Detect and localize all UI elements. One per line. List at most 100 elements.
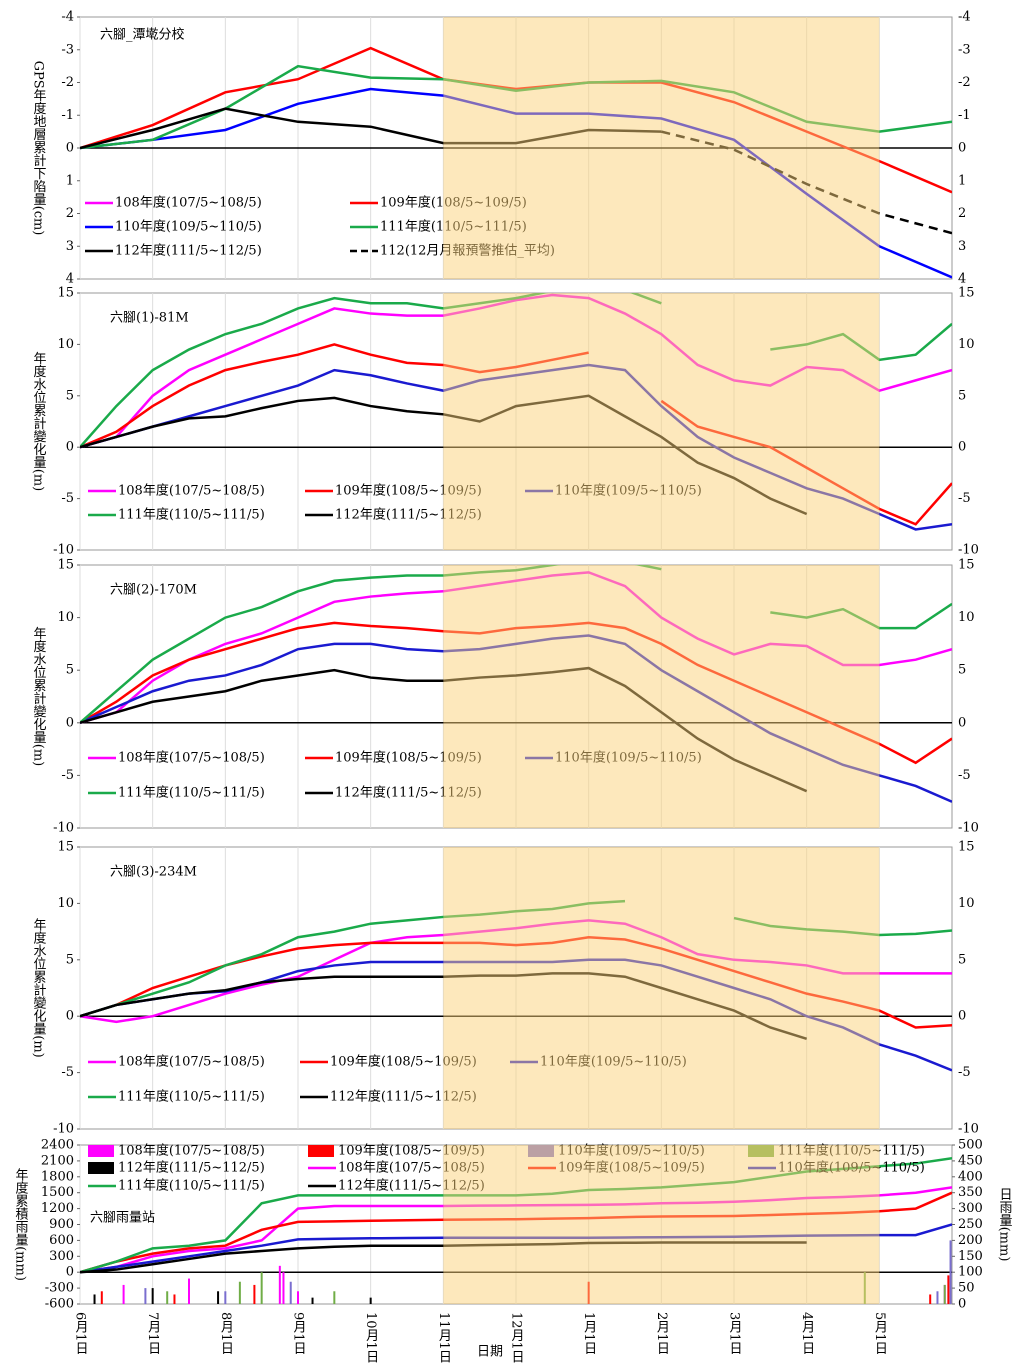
y-tick-label: 2100 — [41, 1153, 74, 1168]
x-tick-label: 10月1日 — [363, 1312, 379, 1363]
y-tick-label-right: -2 — [958, 75, 971, 90]
y-tick-label-right: 10 — [958, 610, 975, 625]
rain-bar — [224, 1291, 227, 1304]
rain-bar — [936, 1291, 939, 1304]
legend-label: 108年度(107/5~108/5) — [118, 1054, 265, 1070]
panel-title: 六腳(3)-234M — [110, 865, 197, 880]
y-tick-label: 5 — [66, 952, 74, 967]
y-tick-label-right: 4 — [958, 272, 966, 287]
y2-tick-label: 150 — [958, 1249, 983, 1264]
y-tick-label-right: 3 — [958, 239, 966, 254]
y-axis-title: GPS年度地層累計下陷量(cm) — [31, 61, 47, 236]
y2-axis-title: 日雨量(mm) — [997, 1188, 1013, 1262]
y-tick-label-right: -10 — [958, 543, 979, 558]
y-tick-label-right: -1 — [958, 108, 971, 123]
shaded-period — [443, 293, 880, 550]
y-tick-label-right: 1 — [958, 173, 966, 188]
rain-bar — [311, 1297, 314, 1304]
legend-swatch — [88, 1145, 114, 1157]
rain-bar — [188, 1278, 190, 1304]
y-tick-label: 15 — [57, 558, 74, 573]
y-tick-label: -10 — [53, 543, 74, 558]
y-tick-label: 5 — [66, 663, 74, 678]
y-tick-label: 600 — [49, 1233, 74, 1248]
y-tick-label-right: 15 — [958, 286, 975, 301]
y-tick-label: 1 — [66, 173, 74, 188]
rain-bar — [278, 1265, 281, 1304]
legend-label: 108年度(107/5~108/5) — [115, 195, 262, 211]
rain-bar — [144, 1288, 147, 1304]
y-tick-label-right: 15 — [958, 840, 975, 855]
x-tick-label: 2月1日 — [654, 1312, 670, 1355]
legend-label: 111年度(110/5~111/5) — [118, 507, 265, 523]
y-tick-label: -10 — [53, 821, 74, 836]
y-tick-label: 0 — [66, 440, 74, 455]
x-tick-label: 3月1日 — [727, 1312, 743, 1355]
x-tick-label: 8月1日 — [218, 1312, 234, 1355]
legend-label: 111年度(110/5~111/5) — [118, 1178, 265, 1194]
y-tick-label: 300 — [49, 1249, 74, 1264]
y-tick-label: -300 — [45, 1281, 74, 1296]
rain-bar — [333, 1291, 336, 1304]
y-tick-label-right: 2 — [958, 206, 966, 221]
y-tick-label: -3 — [61, 42, 74, 57]
y-tick-label-right: 5 — [958, 388, 966, 403]
y-tick-label: 15 — [57, 840, 74, 855]
legend-label: 112年度(111/5~112/5) — [115, 243, 262, 259]
y-axis-title: 年度水位累計變化量(m) — [31, 918, 47, 1057]
y-tick-label: -4 — [61, 10, 74, 25]
y-axis-title: 年度水位累計變化量(m) — [31, 627, 47, 766]
legend-swatch — [308, 1145, 334, 1157]
x-tick-label: 11月1日 — [436, 1312, 452, 1363]
x-tick-label: 9月1日 — [291, 1312, 307, 1355]
rain-bar — [238, 1281, 241, 1304]
shaded-period — [443, 17, 880, 279]
y-axis-title: 年度累積雨量(mm) — [13, 1168, 29, 1281]
y-tick-label-right: -5 — [958, 491, 971, 506]
y-tick-label-right: 10 — [958, 896, 975, 911]
panel-title: 六腳_潭墘分校 — [100, 27, 185, 43]
y-tick-label: 10 — [57, 337, 74, 352]
y-tick-label: 0 — [66, 1265, 74, 1280]
y2-tick-label: 450 — [958, 1153, 983, 1168]
y-tick-label: -5 — [61, 1065, 74, 1080]
y-tick-label: -10 — [53, 1122, 74, 1137]
y-tick-label: 900 — [49, 1217, 74, 1232]
panel-title: 六腳雨量站 — [90, 1211, 155, 1226]
y-tick-label: 10 — [57, 896, 74, 911]
x-tick-label: 6月1日 — [73, 1312, 89, 1355]
y2-tick-label: 350 — [958, 1185, 983, 1200]
y-tick-label: 0 — [66, 141, 74, 156]
rain-bar — [949, 1240, 952, 1304]
y2-tick-label: 300 — [958, 1201, 983, 1216]
y-tick-label-right: -5 — [958, 1065, 971, 1080]
y-tick-label-right: -10 — [958, 1122, 979, 1137]
x-axis-title: 日期 — [477, 1345, 503, 1360]
y-tick-label-right: -4 — [958, 10, 971, 25]
x-tick-label: 12月1日 — [509, 1312, 525, 1363]
y-tick-label-right: -3 — [958, 42, 971, 57]
x-tick-label: 1月1日 — [581, 1312, 597, 1355]
y-tick-label: -5 — [61, 768, 74, 783]
rain-bar — [217, 1291, 220, 1304]
x-tick-label: 7月1日 — [145, 1312, 161, 1355]
shaded-period — [443, 847, 880, 1129]
y-tick-label-right: 0 — [958, 141, 966, 156]
y-tick-label: 4 — [66, 272, 74, 287]
rain-bar — [122, 1284, 125, 1304]
rain-bar — [260, 1272, 263, 1304]
y-tick-label: -2 — [61, 75, 74, 90]
y2-tick-label: 400 — [958, 1169, 983, 1184]
rain-bar — [166, 1291, 169, 1304]
y-tick-label: 1200 — [41, 1201, 74, 1216]
legend-label: 111年度(110/5~111/5) — [118, 785, 265, 801]
legend-label: 111年度(110/5~111/5) — [118, 1089, 265, 1105]
y-tick-label: 3 — [66, 239, 74, 254]
legend-label: 110年度(109/5~110/5) — [115, 219, 262, 235]
legend-label: 109年度(108/5~109/5) — [330, 1054, 477, 1070]
y-tick-label: 2 — [66, 206, 74, 221]
y2-tick-label: 100 — [958, 1265, 983, 1280]
y-axis-title: 年度水位累計變化量(m) — [31, 352, 47, 491]
